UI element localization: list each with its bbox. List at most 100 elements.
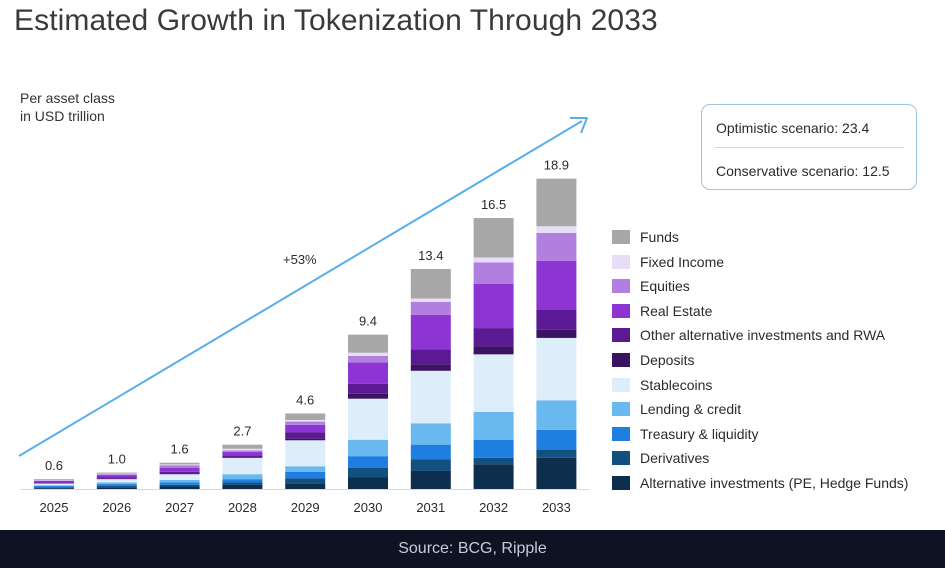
total-label-2033: 18.9: [544, 158, 569, 173]
growth-annotation: +53%: [283, 252, 317, 267]
legend-swatch: [612, 476, 630, 490]
legend-item-derivatives: Derivatives: [612, 449, 709, 467]
legend-label: Stablecoins: [640, 376, 713, 393]
bar-2029-alternative-investments-pe-hedge-funds: [285, 483, 326, 489]
legend-swatch: [612, 279, 630, 294]
bar-2027-treasury-liquidity: [159, 482, 200, 485]
bar-2027-funds: [159, 462, 200, 465]
bar-2026-derivatives: [96, 486, 137, 488]
bar-2030-equities: [348, 355, 388, 363]
total-label-2029: 4.6: [296, 392, 314, 407]
bar-2030-alternative-investments-pe-hedge-funds: [348, 477, 388, 489]
legend-swatch: [612, 328, 630, 343]
bar-2030-stablecoins: [348, 398, 388, 440]
total-label-2025: 0.6: [45, 458, 63, 473]
bar-2033-alternative-investments-pe-hedge-funds: [536, 457, 577, 489]
legend-label: Equities: [640, 278, 690, 295]
bar-2033-real-estate: [536, 260, 577, 311]
legend-label: Deposits: [640, 352, 695, 368]
x-tick-2027: 2027: [165, 500, 194, 515]
bar-2026-alternative-investments-pe-hedge-funds: [96, 487, 137, 489]
legend-label: Funds: [640, 229, 679, 245]
bar-2033-stablecoins: [536, 337, 577, 401]
bar-2028-funds: [222, 444, 263, 449]
bar-2029-real-estate: [285, 424, 326, 433]
unit-label-line-2: in USD trillion: [20, 108, 105, 124]
bar-2026-real-estate: [96, 475, 137, 478]
total-label-2032: 16.5: [481, 197, 506, 212]
bar-2031-real-estate: [410, 314, 451, 350]
bar-2031-equities: [410, 301, 451, 315]
legend-swatch: [612, 451, 630, 466]
bar-2028-stablecoins: [222, 457, 263, 475]
legend-swatch: [612, 426, 630, 441]
bar-2029-equities: [285, 421, 326, 425]
bar-2025-real-estate: [34, 480, 74, 483]
bar-2030-funds: [348, 334, 388, 353]
legend-item-stablecoins: Stablecoins: [612, 376, 712, 394]
unit-label-line-1: Per asset class: [20, 90, 115, 106]
bar-2032-lending-credit: [473, 411, 514, 440]
bar-2033-other-alternative-investments-and-rwa: [536, 310, 577, 330]
bar-2032-fixed-income: [473, 257, 514, 263]
bar-2027-other-alternative-investments-and-rwa: [159, 471, 200, 474]
bar-2025-treasury-liquidity: [34, 486, 74, 488]
legend-label: Fixed Income: [640, 253, 725, 270]
bar-2031-lending-credit: [410, 423, 451, 445]
bar-2028-treasury-liquidity: [222, 479, 263, 483]
x-tick-2030: 2030: [354, 500, 383, 515]
bar-2030-lending-credit: [348, 439, 388, 457]
bar-2032-stablecoins: [473, 354, 514, 412]
bar-2030-treasury-liquidity: [348, 456, 388, 468]
bar-2033-derivatives: [536, 449, 577, 458]
bar-2029-derivatives: [285, 478, 326, 484]
x-tick-2025: 2025: [40, 500, 69, 515]
bar-2033-fixed-income: [536, 226, 577, 233]
legend-swatch: [612, 377, 630, 392]
legend-item-alternative-investments-pe-hedge-funds: Alternative investments (PE, Hedge Funds…: [612, 474, 908, 492]
bar-2028-equities: [222, 450, 263, 453]
bar-2027-lending-credit: [159, 479, 200, 483]
bar-2027-alternative-investments-pe-hedge-funds: [159, 486, 200, 489]
bar-2030-fixed-income: [348, 352, 388, 356]
bar-2026-treasury-liquidity: [96, 484, 137, 487]
bar-2027-deposits: [159, 473, 200, 475]
bar-2028-alternative-investments-pe-hedge-funds: [222, 484, 263, 489]
bar-2028-derivatives: [222, 482, 263, 485]
bar-2032-derivatives: [473, 457, 514, 465]
stacked-bar-chart: +53% 0.6 2025 1.0 2026 1.6 2027 2.7 2028 4.6 2029 9…: [18, 117, 590, 515]
bar-2031-derivatives: [410, 459, 451, 471]
bar-2029-other-alternative-investments-and-rwa: [285, 432, 326, 439]
total-label-2030: 9.4: [359, 314, 377, 329]
bar-2032-equities: [473, 262, 514, 284]
bar-2027-stablecoins: [159, 474, 200, 480]
bar-2031-other-alternative-investments-and-rwa: [410, 349, 451, 365]
legend-item-other-alternative-investments-and-rwa: Other alternative investments and RWA: [612, 326, 885, 344]
legend-item-funds: Funds: [612, 228, 679, 246]
total-label-2026: 1.0: [108, 452, 126, 467]
bar-2028-fixed-income: [222, 448, 263, 451]
x-tick-2026: 2026: [102, 500, 131, 515]
bar-2025-other-alternative-investments-and-rwa: [34, 482, 74, 484]
bar-2032-other-alternative-investments-and-rwa: [473, 328, 514, 347]
bar-2027-real-estate: [159, 467, 200, 472]
legend-label: Derivatives: [640, 450, 710, 467]
bar-2031-stablecoins: [410, 370, 451, 424]
bar-2030-other-alternative-investments-and-rwa: [348, 383, 388, 394]
bar-2026-lending-credit: [96, 482, 137, 485]
legend-label: Real Estate: [640, 302, 713, 319]
legend-item-equities: Equities: [612, 277, 690, 295]
bar-2026-funds: [96, 472, 137, 474]
legend-item-lending-credit: Lending & credit: [612, 400, 741, 418]
bar-2029-stablecoins: [285, 440, 326, 467]
bar-2031-fixed-income: [410, 298, 451, 302]
bar-2031-treasury-liquidity: [410, 444, 451, 460]
bar-2033-treasury-liquidity: [536, 429, 577, 450]
x-tick-2029: 2029: [291, 500, 320, 515]
legend-label: Other alternative investments and RWA: [640, 327, 886, 344]
bar-2030-deposits: [348, 393, 388, 399]
bar-2032-real-estate: [473, 283, 514, 329]
scenario-box: Optimistic scenario: 23.4 Conservative s…: [701, 104, 917, 190]
bar-2030-real-estate: [348, 362, 388, 384]
legend-item-deposits: Deposits: [612, 351, 694, 369]
